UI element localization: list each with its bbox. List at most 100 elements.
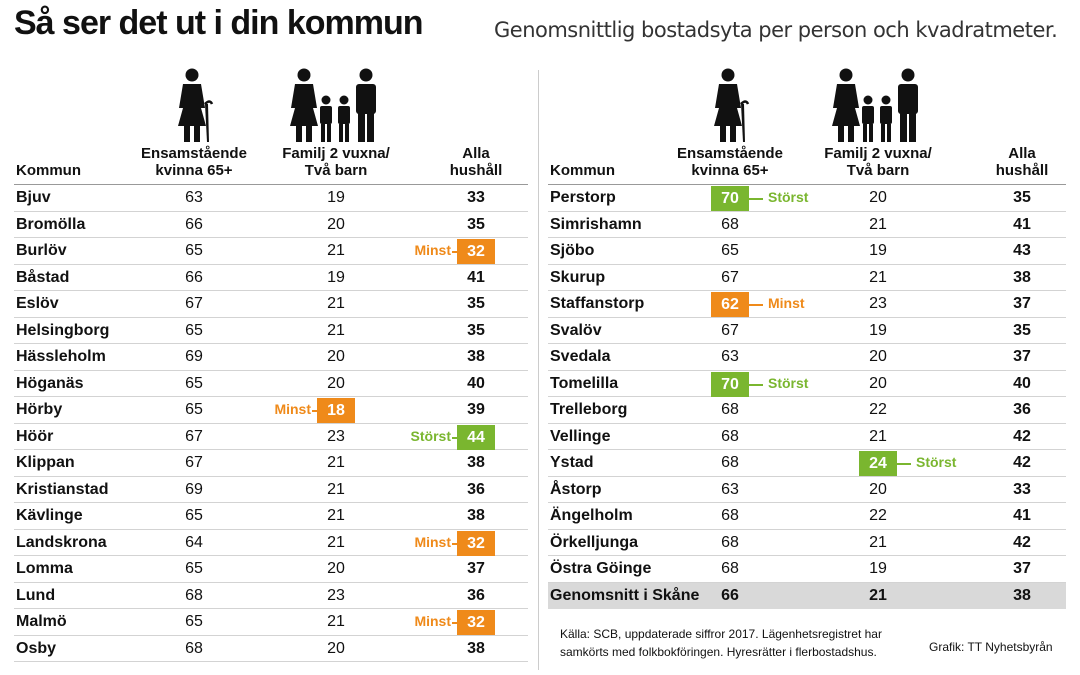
label-connector [749, 198, 763, 200]
municipality-name: Sjöbo [550, 242, 595, 259]
table-row: Perstorp 70 Störst 20 35 [548, 185, 1066, 212]
value-c3: 40 [1013, 374, 1031, 392]
value-c3: 35 [1013, 189, 1031, 206]
municipality-name: Lomma [16, 560, 73, 577]
value-c1: 68 [721, 427, 739, 445]
credit-note: Grafik: TT Nyhetsbyrån [929, 640, 1053, 654]
value-c2: 20 [869, 189, 887, 206]
value-c3: 37 [1013, 560, 1031, 577]
value-c3: 42 [1013, 533, 1031, 551]
municipality-name: Simrishamn [550, 215, 642, 233]
smallest-label: Minst [274, 401, 311, 417]
value-c2: 23 [327, 586, 345, 604]
value-c1: 66 [185, 215, 203, 233]
value-c1: 68 [721, 533, 739, 551]
table-row: Örkelljunga 68 21 42 [548, 530, 1066, 556]
table-row: Sjöbo 65 19 43 [548, 238, 1066, 265]
value-c2: 21 [327, 507, 345, 524]
family-icon [828, 68, 928, 149]
value-c1: 63 [721, 480, 739, 498]
value-c3: 43 [1013, 242, 1031, 259]
value-c2: 21 [327, 242, 345, 259]
value-c1: 65 [185, 321, 203, 339]
value-c2: 19 [869, 321, 887, 339]
value-c2: 20 [869, 348, 887, 365]
value-c2: 20 [327, 215, 345, 233]
municipality-name: Eslöv [16, 295, 59, 312]
value-c2: 21 [869, 533, 887, 551]
column-header-c1: Ensamstående kvinna 65+ [141, 145, 247, 179]
smallest-value-box: 18 [317, 398, 355, 423]
value-c3: 36 [467, 480, 485, 498]
label-connector [452, 542, 457, 545]
table-row: Bjuv 63 19 33 [14, 185, 528, 212]
table-row: Landskrona 64 21 32 Minst [14, 530, 528, 556]
table-row: Klippan 67 21 38 [14, 450, 528, 477]
value-c3: 36 [1013, 401, 1031, 418]
table-row: Höör 67 23 44 Störst [14, 424, 528, 450]
value-c2: 20 [869, 374, 887, 392]
largest-value-box: 70 [711, 371, 749, 397]
value-c3: 37 [1013, 348, 1031, 365]
value-c3: 38 [467, 454, 485, 471]
value-c2: 20 [327, 374, 345, 392]
smallest-label: Minst [768, 295, 805, 311]
municipality-name: Burlöv [16, 242, 67, 259]
value-c3: 38 [1013, 586, 1031, 604]
value-c2: 22 [869, 507, 887, 524]
table-row: Hörby 65 18 Minst 39 [14, 397, 528, 424]
value-c2: 21 [327, 295, 345, 312]
value-c3: 42 [1013, 454, 1031, 471]
value-c1: 65 [185, 507, 203, 524]
value-c1: 65 [185, 560, 203, 577]
largest-label: Störst [916, 454, 957, 470]
value-c3: 35 [467, 295, 485, 312]
municipality-name: Bjuv [16, 189, 51, 206]
column-header-c3: Alla hushåll [449, 145, 503, 179]
value-c3: 41 [1013, 507, 1031, 524]
source-note: Källa: SCB, uppdaterade siffror 2017. Lä… [560, 627, 882, 659]
municipality-name: Höganäs [16, 374, 84, 392]
municipality-name: Hörby [16, 401, 63, 418]
value-c1: 68 [721, 507, 739, 524]
value-c3: 36 [467, 586, 485, 604]
value-c1: 67 [721, 268, 739, 286]
value-c3: 33 [467, 189, 485, 206]
value-c2: 19 [869, 242, 887, 259]
value-c1: 65 [721, 242, 739, 259]
value-c1: 63 [721, 348, 739, 365]
label-connector [452, 436, 457, 439]
smallest-value-box: 32 [457, 610, 495, 635]
municipality-name: Helsingborg [16, 321, 110, 339]
label-connector [897, 463, 911, 465]
label-connector [452, 251, 457, 253]
label-connector [452, 622, 457, 624]
value-c1: 64 [185, 533, 203, 551]
largest-value-box: 24 [859, 451, 897, 476]
table-row: Båstad 66 19 41 [14, 265, 528, 291]
label-connector [749, 383, 763, 386]
municipality-name: Tomelilla [550, 374, 619, 392]
municipality-name: Skurup [550, 268, 606, 286]
municipality-name: Kävlinge [16, 507, 83, 524]
header-rule [548, 184, 1066, 185]
value-c2: 20 [327, 639, 345, 657]
elderly-woman-icon [172, 68, 216, 149]
municipality-name: Svedala [550, 348, 611, 365]
elderly-woman-icon [708, 68, 752, 149]
municipality-name: Bromölla [16, 215, 86, 233]
column-header-c2: Familj 2 vuxna/Två barn [824, 145, 932, 179]
municipality-name: Perstorp [550, 189, 616, 206]
column-header-kommun: Kommun [16, 162, 81, 179]
municipality-name: Örkelljunga [550, 533, 639, 551]
value-c1: 67 [185, 295, 203, 312]
value-c1: 68 [721, 454, 739, 471]
value-c3: 38 [467, 348, 485, 365]
table-row: Höganäs 65 20 40 [14, 371, 528, 397]
value-c3: 33 [1013, 480, 1031, 498]
table-row: Burlöv 65 21 32 Minst [14, 238, 528, 265]
value-c1: 67 [721, 321, 739, 339]
value-c3: 41 [467, 268, 485, 286]
table-row: Lund 68 23 36 [14, 583, 528, 609]
label-connector [312, 410, 317, 412]
